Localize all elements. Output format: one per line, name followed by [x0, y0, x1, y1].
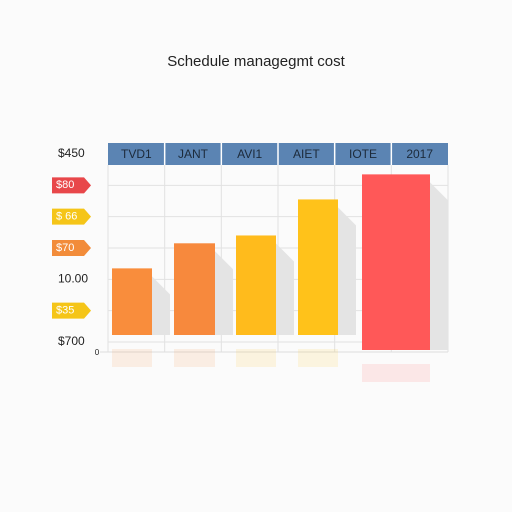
tick-tag — [52, 208, 91, 225]
bar-reflection — [112, 349, 152, 367]
origin-label: 0 — [95, 348, 100, 357]
bar-reflection — [298, 349, 338, 367]
bar-shadow — [276, 243, 294, 335]
column-label: 2017 — [406, 147, 433, 161]
y-tick-label: $70 — [56, 242, 74, 254]
column-label: AIET — [293, 147, 320, 161]
bar-shadow — [215, 251, 233, 335]
tick-tag — [52, 240, 91, 256]
tick-tag — [52, 302, 91, 319]
y-tick-label: $700 — [58, 334, 85, 348]
y-tick-label: $ 66 — [56, 211, 77, 223]
y-tick-label: 10.00 — [58, 272, 88, 286]
column-label: IOTE — [349, 147, 377, 161]
tick-tag — [52, 177, 91, 194]
y-tick-label: $80 — [56, 179, 74, 191]
bar-shadow — [338, 207, 356, 335]
column-label: JANT — [178, 147, 209, 161]
bar — [112, 268, 152, 335]
bar — [298, 199, 338, 335]
bar — [174, 243, 215, 335]
bar-reflection — [174, 349, 215, 367]
y-tick-label: $35 — [56, 305, 74, 317]
bar-shadow — [152, 276, 170, 335]
bar-reflection — [236, 349, 276, 367]
bar-shadow — [430, 182, 448, 350]
column-label: AVI1 — [237, 147, 262, 161]
bar-reflection — [362, 364, 430, 382]
bar — [236, 235, 276, 335]
bar — [362, 174, 430, 350]
y-tick-label: $450 — [58, 146, 85, 160]
chart-title: Schedule managegmt cost — [167, 53, 345, 70]
column-label: TVD1 — [121, 147, 152, 161]
